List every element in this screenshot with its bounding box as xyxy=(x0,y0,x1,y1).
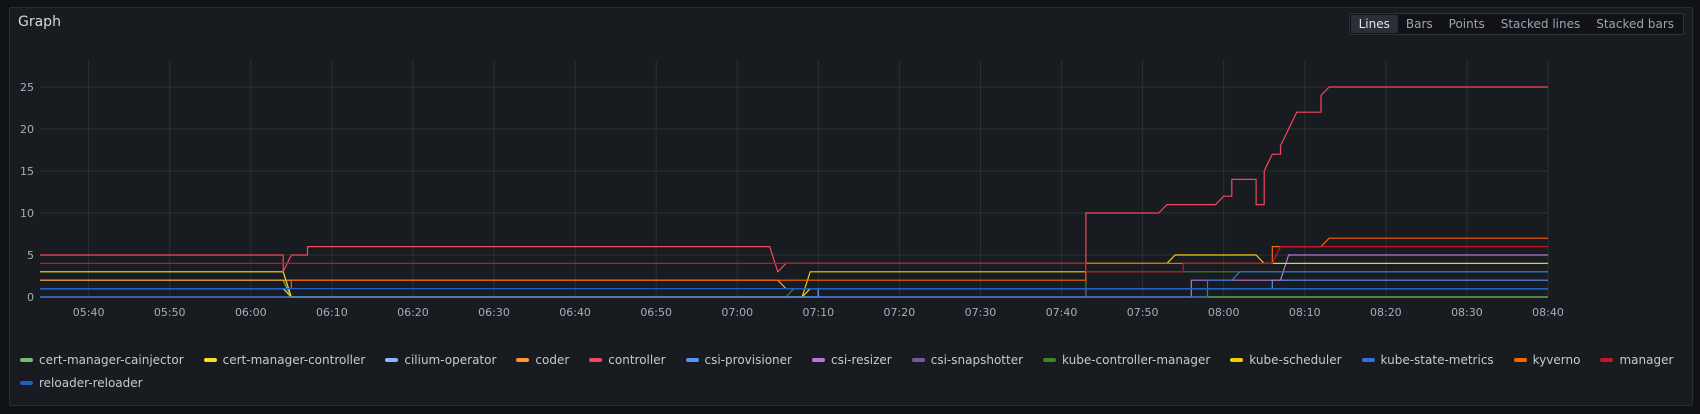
legend-label: kube-controller-manager xyxy=(1062,352,1211,367)
mode-bars-button[interactable]: Bars xyxy=(1405,17,1433,31)
x-tick-label: 08:10 xyxy=(1289,306,1321,319)
x-tick-label: 07:00 xyxy=(721,306,753,319)
legend-item-kube-state-metrics[interactable]: kube-state-metrics xyxy=(1361,351,1494,368)
legend-swatch xyxy=(516,357,530,362)
mode-points-button[interactable]: Points xyxy=(1448,17,1485,31)
legend-label: cert-manager-cainjector xyxy=(39,352,184,367)
legend-label: kube-scheduler xyxy=(1249,352,1342,367)
x-tick-label: 08:20 xyxy=(1370,306,1402,319)
x-axis: 05:40 05:50 06:00 06:10 06:20 06:30 06:40 06:50… xyxy=(73,306,1564,319)
legend-item-cilium-operator[interactable]: cilium-operator xyxy=(385,351,496,368)
legend-item-csi-provisioner[interactable]: csi-provisioner xyxy=(685,351,792,368)
x-tick-label: 08:30 xyxy=(1451,306,1483,319)
series-line-cilium-operator xyxy=(40,288,1548,298)
y-tick-label: 0 xyxy=(27,291,34,304)
x-tick-label: 06:10 xyxy=(316,306,348,319)
series-line-csi-resizer xyxy=(40,254,1548,298)
legend-label: csi-snapshotter xyxy=(930,352,1024,367)
legend-swatch xyxy=(1361,357,1375,362)
legend-label: kube-state-metrics xyxy=(1380,352,1494,367)
y-tick-label: 20 xyxy=(20,123,34,136)
legend-label: controller xyxy=(608,352,666,367)
legend-swatch xyxy=(20,357,33,362)
x-tick-label: 07:20 xyxy=(884,306,916,319)
series-line-csi-snapshotter xyxy=(40,288,1548,298)
legend-item-kyverno[interactable]: kyverno xyxy=(1513,351,1581,368)
legend-item-cert-manager-cainjector[interactable]: cert-manager-cainjector xyxy=(20,351,184,368)
legend-swatch xyxy=(811,357,825,362)
legend-swatch xyxy=(20,380,33,385)
legend-swatch xyxy=(1043,357,1057,362)
x-tick-label: 07:40 xyxy=(1046,306,1078,319)
legend-label: reloader-reloader xyxy=(39,375,143,390)
legend-label: coder xyxy=(535,352,570,367)
series-line-cert-manager-controller xyxy=(40,271,1548,298)
series-line-controller xyxy=(40,86,1548,273)
legend-swatch xyxy=(203,357,217,362)
legend-swatch xyxy=(589,357,603,362)
legend-item-controller[interactable]: controller xyxy=(589,351,666,368)
x-tick-label: 08:00 xyxy=(1208,306,1240,319)
legend-label: cert-manager-controller xyxy=(222,352,366,367)
x-tick-label: 07:10 xyxy=(802,306,834,319)
chart-grid xyxy=(40,60,1549,298)
x-tick-label: 06:40 xyxy=(559,306,591,319)
legend-label: kyverno xyxy=(1532,352,1581,367)
x-tick-label: 06:50 xyxy=(640,306,672,319)
x-tick-label: 08:40 xyxy=(1532,306,1564,319)
legend-item-coder[interactable]: coder xyxy=(516,351,569,368)
y-axis: 0 5 10 15 20 25 xyxy=(20,81,34,304)
series-line-manager xyxy=(40,246,1548,273)
series-line-coder xyxy=(40,279,1548,290)
legend-swatch xyxy=(1230,357,1244,362)
legend-item-manager[interactable]: manager xyxy=(1600,351,1673,368)
x-tick-label: 05:50 xyxy=(154,306,186,319)
legend-label: manager xyxy=(1619,352,1674,367)
legend-item-cert-manager-controller[interactable]: cert-manager-controller xyxy=(203,351,366,368)
series-line-kyverno xyxy=(40,237,1548,290)
mode-stacked-lines-button[interactable]: Stacked lines xyxy=(1500,17,1581,31)
legend-label: csi-resizer xyxy=(830,352,892,367)
panel-title: Graph xyxy=(18,14,61,30)
legend-label: csi-provisioner xyxy=(704,352,792,367)
legend-swatch xyxy=(911,357,925,362)
x-tick-label: 06:00 xyxy=(235,306,267,319)
line-chart[interactable]: 0 5 10 15 20 25 05:40 05:50 06:00 06:10 06:20 06:3… xyxy=(10,8,1694,338)
legend-swatch xyxy=(1513,357,1527,362)
legend-swatch xyxy=(1600,357,1614,362)
y-tick-label: 5 xyxy=(27,249,34,262)
x-tick-label: 07:30 xyxy=(965,306,997,319)
x-tick-label: 06:20 xyxy=(397,306,429,319)
x-tick-label: 07:50 xyxy=(1127,306,1159,319)
legend-item-reloader-reloader[interactable]: reloader-reloader xyxy=(20,374,143,391)
legend-item-kube-scheduler[interactable]: kube-scheduler xyxy=(1230,351,1342,368)
mode-stacked-bars-button[interactable]: Stacked bars xyxy=(1596,17,1674,31)
display-mode-selector: Lines Bars Points Stacked lines Stacked … xyxy=(1348,13,1684,35)
y-tick-label: 10 xyxy=(20,207,34,220)
y-tick-label: 15 xyxy=(20,165,34,178)
legend-item-csi-snapshotter[interactable]: csi-snapshotter xyxy=(911,351,1024,368)
series-line-kube-scheduler xyxy=(40,254,1548,298)
series-lines xyxy=(40,86,1548,298)
series-line-kube-state-metrics xyxy=(40,271,1548,298)
series-line-kube-controller-manager xyxy=(40,271,1548,298)
x-tick-label: 06:30 xyxy=(478,306,510,319)
x-tick-label: 05:40 xyxy=(73,306,105,319)
legend-label: cilium-operator xyxy=(404,352,497,367)
y-tick-label: 25 xyxy=(20,81,34,94)
legend-item-csi-resizer[interactable]: csi-resizer xyxy=(811,351,892,368)
graph-panel: Graph Lines Bars Points Stacked lines St… xyxy=(9,7,1693,406)
legend-swatch xyxy=(385,357,399,362)
legend-swatch xyxy=(685,357,699,362)
legend-item-kube-controller-manager[interactable]: kube-controller-manager xyxy=(1043,351,1210,368)
mode-lines-button[interactable]: Lines xyxy=(1350,15,1398,33)
chart-legend: cert-manager-cainjector cert-manager-cont… xyxy=(20,351,1680,391)
